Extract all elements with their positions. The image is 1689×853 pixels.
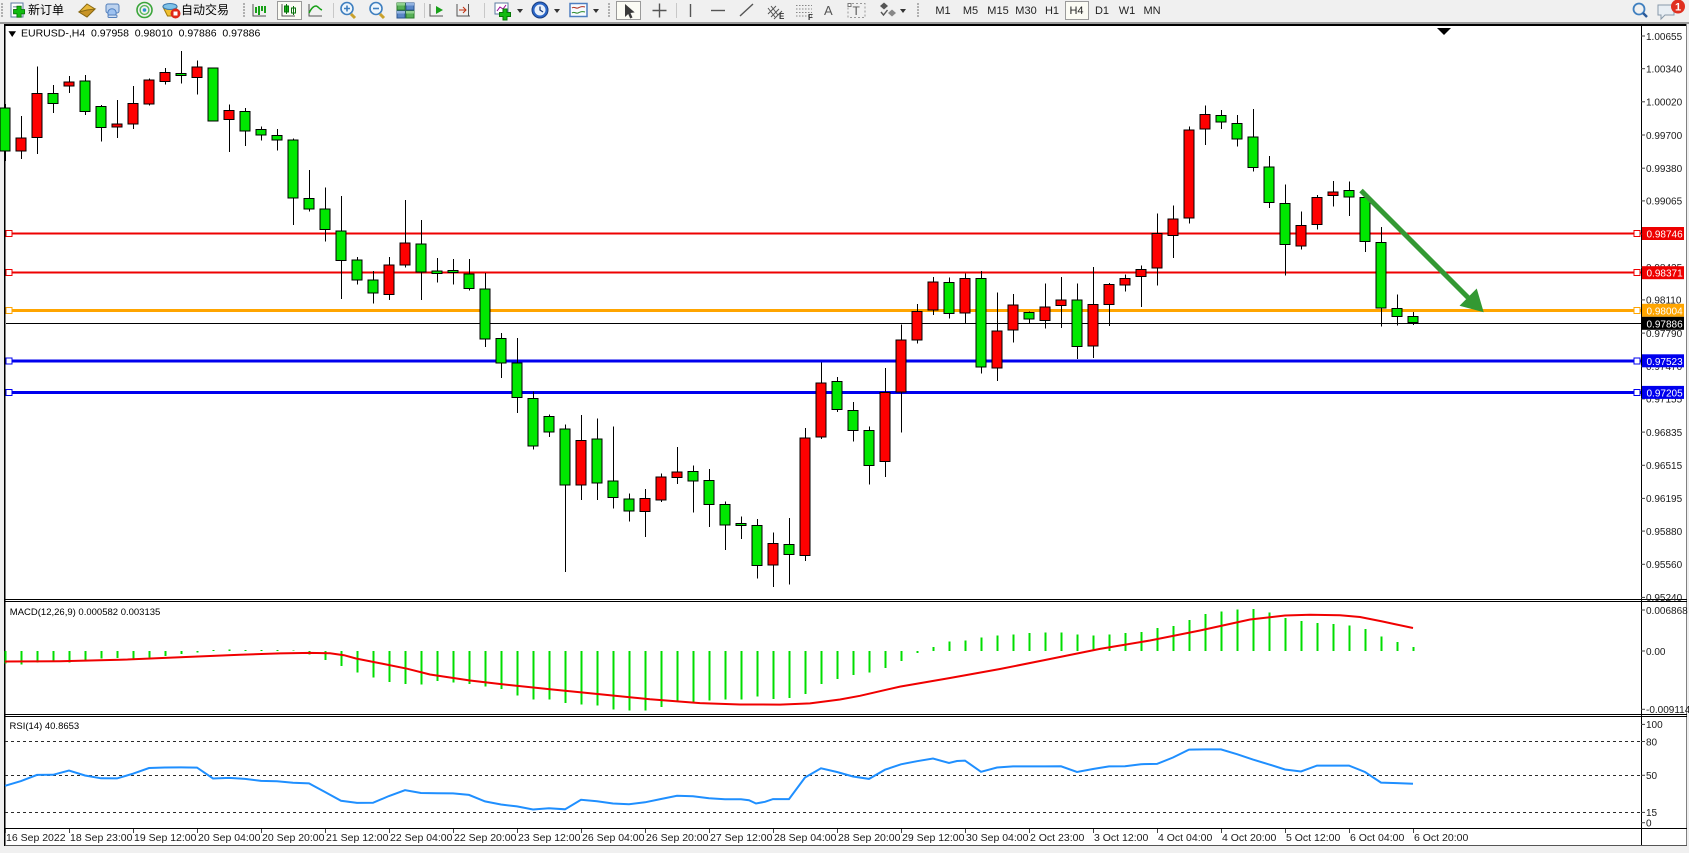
svg-text:M5: M5 <box>963 5 978 17</box>
svg-text:26 Sep 04:00: 26 Sep 04:00 <box>582 832 645 844</box>
svg-text:20 Sep 20:00: 20 Sep 20:00 <box>262 832 325 844</box>
svg-text:5 Oct 12:00: 5 Oct 12:00 <box>1286 832 1340 844</box>
svg-text:18 Sep 23:00: 18 Sep 23:00 <box>70 832 133 844</box>
svg-text:0.99700: 0.99700 <box>1646 131 1683 142</box>
svg-text:28 Sep 20:00: 28 Sep 20:00 <box>838 832 901 844</box>
svg-text:29 Sep 12:00: 29 Sep 12:00 <box>902 832 965 844</box>
svg-text:新订单: 新订单 <box>28 2 64 17</box>
svg-text:21 Sep 12:00: 21 Sep 12:00 <box>326 832 389 844</box>
svg-text:28 Sep 04:00: 28 Sep 04:00 <box>774 832 837 844</box>
svg-text:D1: D1 <box>1095 5 1109 17</box>
svg-text:0.97886: 0.97886 <box>1647 319 1684 330</box>
svg-text:A: A <box>824 3 833 18</box>
svg-text:MACD(12,26,9) 0.000582 0.00313: MACD(12,26,9) 0.000582 0.003135 <box>10 607 161 618</box>
svg-text:20 Sep 04:00: 20 Sep 04:00 <box>198 832 261 844</box>
svg-text:EURUSD-,H4 0.97958 0.98010: EURUSD-,H4 0.97958 0.98010 0.97886 0.978… <box>21 28 260 40</box>
svg-text:100: 100 <box>1646 720 1663 731</box>
svg-text:1.00020: 1.00020 <box>1646 98 1683 109</box>
svg-text:0.97155: 0.97155 <box>1646 395 1683 406</box>
svg-text:M15: M15 <box>987 5 1008 17</box>
svg-text:0.96835: 0.96835 <box>1646 428 1683 439</box>
svg-text:6 Oct 04:00: 6 Oct 04:00 <box>1350 832 1404 844</box>
svg-text:M1: M1 <box>935 5 950 17</box>
svg-text:0.96515: 0.96515 <box>1646 461 1683 472</box>
svg-text:0.00: 0.00 <box>1646 647 1666 658</box>
svg-text:26 Sep 20:00: 26 Sep 20:00 <box>646 832 709 844</box>
svg-text:0.006868: 0.006868 <box>1646 606 1688 617</box>
svg-text:6 Oct 20:00: 6 Oct 20:00 <box>1414 832 1468 844</box>
svg-text:1.00655: 1.00655 <box>1646 32 1683 43</box>
svg-text:0.97470: 0.97470 <box>1646 362 1683 373</box>
svg-text:1.00340: 1.00340 <box>1646 65 1683 76</box>
svg-text:E: E <box>779 12 785 21</box>
svg-text:W1: W1 <box>1119 5 1136 17</box>
svg-text:H4: H4 <box>1069 5 1083 17</box>
svg-text:RSI(14) 40.8653: RSI(14) 40.8653 <box>10 721 80 732</box>
svg-text:27 Sep 12:00: 27 Sep 12:00 <box>710 832 773 844</box>
svg-text:0.99065: 0.99065 <box>1646 197 1683 208</box>
svg-text:0.97205: 0.97205 <box>1647 388 1684 399</box>
svg-text:3 Oct 12:00: 3 Oct 12:00 <box>1094 832 1148 844</box>
svg-text:0.95880: 0.95880 <box>1646 527 1683 538</box>
svg-text:22 Sep 20:00: 22 Sep 20:00 <box>454 832 517 844</box>
svg-text:0.95240: 0.95240 <box>1646 593 1683 604</box>
svg-text:F: F <box>808 13 813 22</box>
svg-text:23 Sep 12:00: 23 Sep 12:00 <box>518 832 581 844</box>
svg-text:50: 50 <box>1646 771 1658 782</box>
svg-text:19 Sep 12:00: 19 Sep 12:00 <box>134 832 197 844</box>
svg-text:22 Sep 04:00: 22 Sep 04:00 <box>390 832 453 844</box>
svg-text:2 Oct 23:00: 2 Oct 23:00 <box>1030 832 1084 844</box>
svg-text:4 Oct 20:00: 4 Oct 20:00 <box>1222 832 1276 844</box>
svg-text:自动交易: 自动交易 <box>181 2 229 17</box>
svg-text:0.98110: 0.98110 <box>1646 296 1682 307</box>
svg-text:4 Oct 04:00: 4 Oct 04:00 <box>1158 832 1212 844</box>
svg-text:0.95560: 0.95560 <box>1646 560 1683 571</box>
svg-text:30 Sep 04:00: 30 Sep 04:00 <box>966 832 1029 844</box>
svg-text:15: 15 <box>1646 808 1658 819</box>
svg-text:80: 80 <box>1646 737 1658 748</box>
svg-text:0.96195: 0.96195 <box>1646 494 1683 505</box>
svg-text:0.97523: 0.97523 <box>1647 357 1684 368</box>
svg-text:T: T <box>853 4 861 18</box>
svg-text:H1: H1 <box>1045 5 1059 17</box>
svg-text:0: 0 <box>1646 819 1652 830</box>
svg-text:0.97790: 0.97790 <box>1646 329 1683 340</box>
svg-text:0.98004: 0.98004 <box>1647 306 1684 317</box>
svg-text:0.98746: 0.98746 <box>1647 230 1684 241</box>
svg-text:MN: MN <box>1143 5 1160 17</box>
svg-text:16 Sep 2022: 16 Sep 2022 <box>6 832 66 844</box>
svg-text:0.99380: 0.99380 <box>1646 164 1683 175</box>
svg-text:M30: M30 <box>1015 5 1036 17</box>
svg-text:1: 1 <box>1675 2 1681 14</box>
svg-text:0.98371: 0.98371 <box>1647 269 1684 280</box>
svg-text:-0.009114: -0.009114 <box>1646 705 1689 716</box>
